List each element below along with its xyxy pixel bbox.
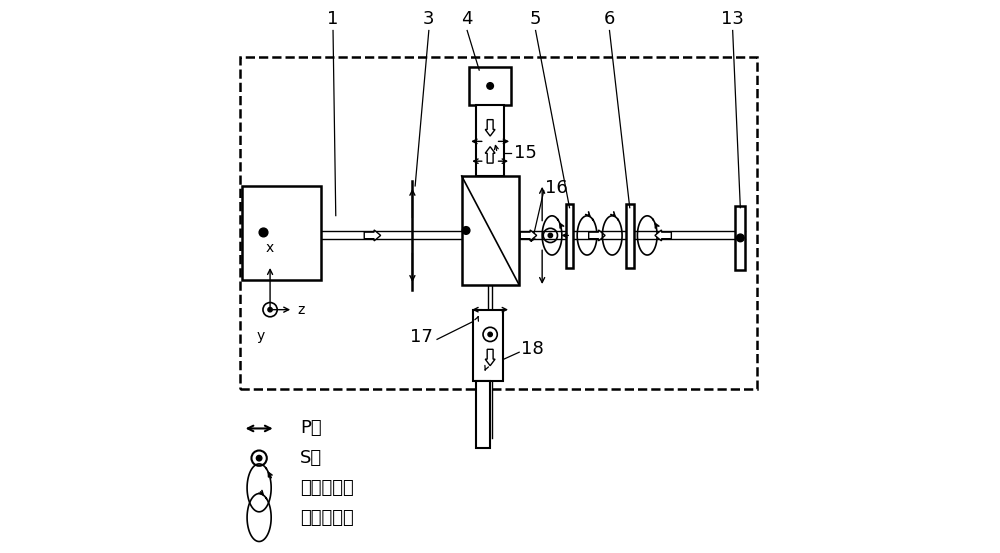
Text: 左旋偏振光: 左旋偏振光	[300, 479, 354, 497]
Bar	[626, 204, 634, 268]
Bar	[476, 381, 490, 448]
Text: z: z	[297, 302, 305, 317]
Text: 1: 1	[327, 10, 339, 28]
Bar	[242, 186, 321, 280]
Polygon shape	[655, 230, 671, 241]
Text: 17: 17	[410, 328, 433, 346]
Polygon shape	[364, 230, 381, 241]
Text: 16: 16	[545, 179, 568, 197]
Text: 5: 5	[530, 10, 541, 28]
Circle shape	[488, 332, 492, 337]
Circle shape	[256, 456, 262, 461]
Text: 15: 15	[514, 144, 537, 162]
Text: S光: S光	[300, 449, 322, 467]
Polygon shape	[485, 349, 495, 366]
Circle shape	[736, 234, 744, 242]
Polygon shape	[589, 230, 605, 241]
Circle shape	[487, 82, 493, 89]
Text: y: y	[256, 330, 264, 343]
Text: 3: 3	[423, 10, 435, 28]
Bar	[462, 176, 519, 285]
Polygon shape	[520, 230, 537, 241]
Circle shape	[268, 307, 272, 312]
Circle shape	[462, 227, 470, 234]
Polygon shape	[485, 119, 495, 136]
Text: 18: 18	[521, 340, 544, 358]
Bar	[476, 105, 504, 176]
Circle shape	[259, 228, 268, 237]
Bar	[735, 206, 745, 270]
Polygon shape	[485, 147, 495, 163]
Bar	[566, 204, 573, 268]
Bar	[240, 57, 757, 389]
Circle shape	[548, 233, 553, 238]
Bar	[473, 310, 503, 381]
Text: 4: 4	[461, 10, 473, 28]
Text: 右旋偏振光: 右旋偏振光	[300, 509, 354, 526]
Text: 6: 6	[604, 10, 615, 28]
Bar	[469, 67, 511, 105]
Text: P光: P光	[300, 420, 322, 437]
Text: 13: 13	[721, 10, 744, 28]
Text: x: x	[266, 241, 274, 255]
